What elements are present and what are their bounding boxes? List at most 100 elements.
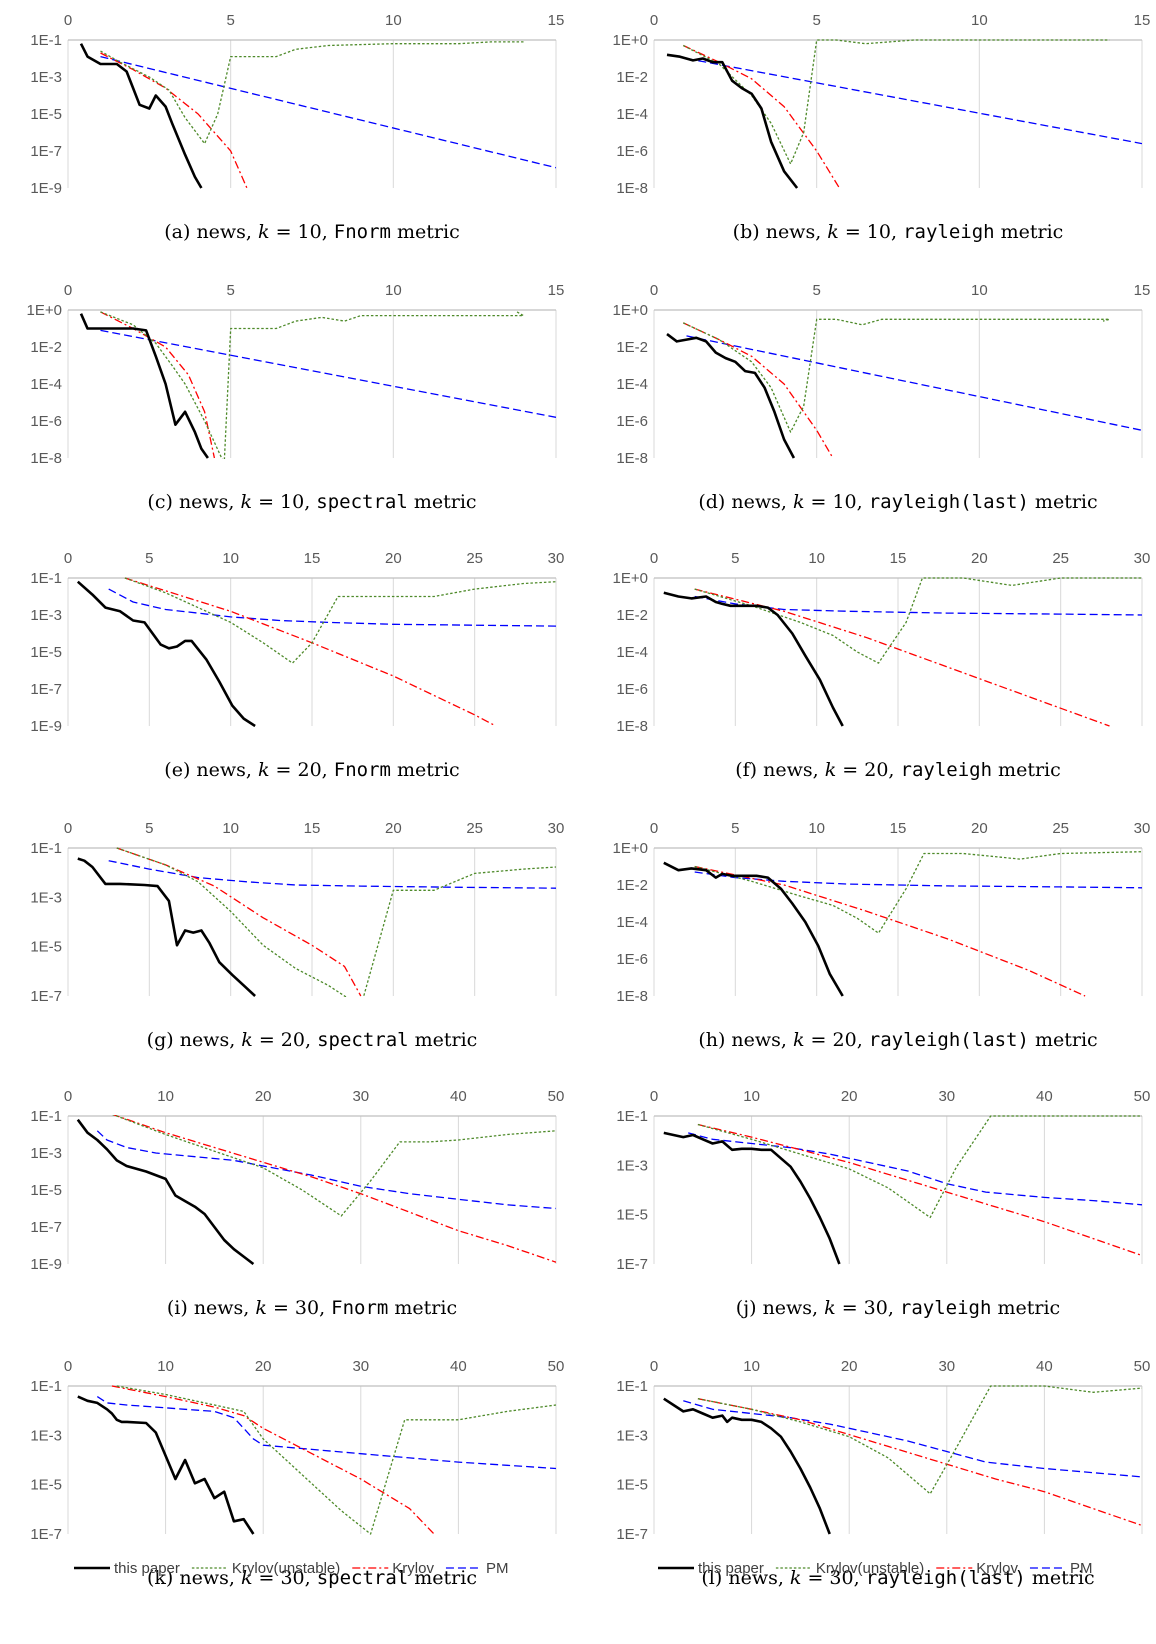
y-tick-label: 1E-9 (30, 1256, 62, 1273)
chart-panel-l: 0 10 20 30 40 50 1E-1 1E-3 1E-5 1E-7 (l) news, k =… (616, 1358, 1150, 1589)
y-tick-label: 1E-4 (616, 914, 648, 931)
y-tick-label: 1E-6 (616, 681, 648, 698)
x-tick-label: 15 (890, 820, 907, 837)
x-tick-label: 0 (64, 550, 72, 567)
x-tick-label: 15 (1134, 12, 1151, 29)
chart-panel-e: 0 5 10 15 20 25 30 1E-1 1E-3 1E-5 1E-7 1E-9 (e) news… (30, 550, 564, 781)
x-tick-label: 15 (890, 550, 907, 567)
x-tick-label: 0 (650, 820, 658, 837)
series-line-krylov-unstable (694, 851, 1142, 934)
chart-panel-k: 0 10 20 30 40 50 1E-1 1E-3 1E-5 1E-7 (k) news, k =… (30, 1358, 564, 1589)
x-tick-label: 50 (548, 1088, 565, 1105)
series-line-krylov (697, 1123, 1142, 1257)
series-line-this-paper (663, 591, 844, 727)
x-tick-label: 0 (64, 12, 72, 29)
x-tick-label: 0 (64, 1088, 72, 1105)
y-tick-label: 1E-8 (616, 718, 648, 735)
chart-panel-d: 0 5 10 15 1E+0 1E-2 1E-4 1E-6 1E-8 (d) news, k = … (613, 282, 1151, 513)
x-tick-label: 5 (226, 282, 234, 299)
x-tick-label: 5 (812, 282, 820, 299)
panel-caption: (j) news, k = 30, rayleigh metric (736, 1297, 1060, 1319)
x-tick-label: 5 (731, 550, 739, 567)
x-tick-label: 10 (222, 550, 239, 567)
y-tick-label: 1E-9 (30, 180, 62, 197)
series-line-this-paper (666, 53, 799, 189)
x-tick-label: 5 (226, 12, 234, 29)
y-tick-label: 1E-5 (30, 1182, 62, 1199)
panel-caption: (e) news, k = 20, Fnorm metric (164, 759, 459, 781)
y-tick-label: 1E-2 (30, 339, 62, 356)
series-line-krylov (697, 1398, 1142, 1527)
y-tick-label: 1E-3 (616, 1157, 648, 1174)
x-tick-label: 0 (650, 1358, 658, 1375)
series-line-krylov (683, 322, 834, 459)
series-line-this-paper (666, 333, 796, 459)
panel-caption: (i) news, k = 30, Fnorm metric (167, 1297, 457, 1319)
y-tick-label: 1E-6 (30, 413, 62, 430)
y-tick-label: 1E-4 (616, 106, 648, 123)
chart-legend: this paper Krylov(unstable) Krylov PM (658, 1560, 1092, 1577)
y-tick-label: 1E-3 (30, 69, 62, 86)
y-tick-label: 1E-7 (30, 681, 62, 698)
x-tick-label: 15 (1134, 282, 1151, 299)
x-tick-label: 30 (1134, 550, 1151, 567)
x-tick-label: 20 (971, 820, 988, 837)
x-tick-label: 5 (731, 820, 739, 837)
series-line-krylov (116, 847, 362, 997)
y-tick-label: 1E-8 (616, 450, 648, 467)
chart-panel-a: 0 5 10 15 1E-1 1E-3 1E-5 1E-7 1E-9 (a) news, k = … (30, 12, 564, 243)
series-line-this-paper (663, 1131, 841, 1265)
series-line-krylov (100, 52, 248, 189)
x-tick-label: 20 (841, 1088, 858, 1105)
y-tick-label: 1E-6 (616, 413, 648, 430)
series-line-krylov-unstable (100, 311, 525, 459)
series-line-krylov-unstable (116, 847, 556, 997)
series-line-pm (108, 588, 556, 627)
series-line-krylov-unstable (683, 318, 1111, 433)
panel-caption: (f) news, k = 20, rayleigh metric (735, 759, 1061, 781)
y-tick-label: 1E-7 (616, 1526, 648, 1543)
chart-panel-g: 0 5 10 15 20 25 30 1E-1 1E-3 1E-5 1E-7 (g) news, k … (30, 820, 564, 1051)
legend-label: PM (486, 1560, 509, 1577)
panel-caption: (l) news, k = 30, rayleigh(last) metric (701, 1567, 1094, 1589)
series-line-this-paper (79, 43, 203, 189)
x-tick-label: 15 (304, 820, 321, 837)
y-tick-label: 1E-3 (616, 1427, 648, 1444)
x-tick-label: 20 (255, 1088, 272, 1105)
x-tick-label: 10 (157, 1358, 174, 1375)
x-tick-label: 20 (971, 550, 988, 567)
y-tick-label: 1E-9 (30, 718, 62, 735)
y-tick-label: 1E-1 (30, 1108, 62, 1125)
x-tick-label: 5 (145, 820, 153, 837)
chart-panel-b: 0 5 10 15 1E+0 1E-2 1E-4 1E-6 1E-8 (b) news, k = … (613, 12, 1151, 243)
series-line-pm (100, 55, 556, 169)
legend-label: this paper (698, 1560, 764, 1577)
y-tick-label: 1E-2 (616, 607, 648, 624)
series-line-pm (694, 595, 1142, 616)
y-tick-label: 1E-4 (30, 376, 62, 393)
y-tick-label: 1E-3 (30, 607, 62, 624)
x-tick-label: 50 (1134, 1358, 1151, 1375)
legend-label: Krylov(unstable) (816, 1560, 924, 1577)
chart-panel-j: 0 10 20 30 40 50 1E-1 1E-3 1E-5 1E-7 (j) news, k =… (616, 1088, 1150, 1319)
x-tick-label: 10 (808, 820, 825, 837)
y-tick-label: 1E+0 (613, 32, 648, 49)
y-tick-label: 1E-5 (30, 106, 62, 123)
series-line-krylov-unstable (100, 41, 524, 145)
y-tick-label: 1E-2 (616, 877, 648, 894)
x-tick-label: 20 (385, 550, 402, 567)
y-tick-label: 1E-7 (30, 988, 62, 1005)
series-line-pm (96, 1396, 556, 1470)
x-tick-label: 40 (450, 1358, 467, 1375)
legend-label: PM (1070, 1560, 1093, 1577)
series-line-krylov-unstable (697, 1385, 1142, 1495)
y-tick-label: 1E-5 (30, 644, 62, 661)
y-tick-label: 1E-7 (616, 1256, 648, 1273)
y-tick-label: 1E-7 (30, 1219, 62, 1236)
x-tick-label: 20 (385, 820, 402, 837)
y-tick-label: 1E-3 (30, 1427, 62, 1444)
y-tick-label: 1E-7 (30, 1526, 62, 1543)
y-tick-label: 1E-1 (616, 1378, 648, 1395)
y-tick-label: 1E-1 (30, 570, 62, 587)
y-tick-label: 1E-8 (30, 450, 62, 467)
